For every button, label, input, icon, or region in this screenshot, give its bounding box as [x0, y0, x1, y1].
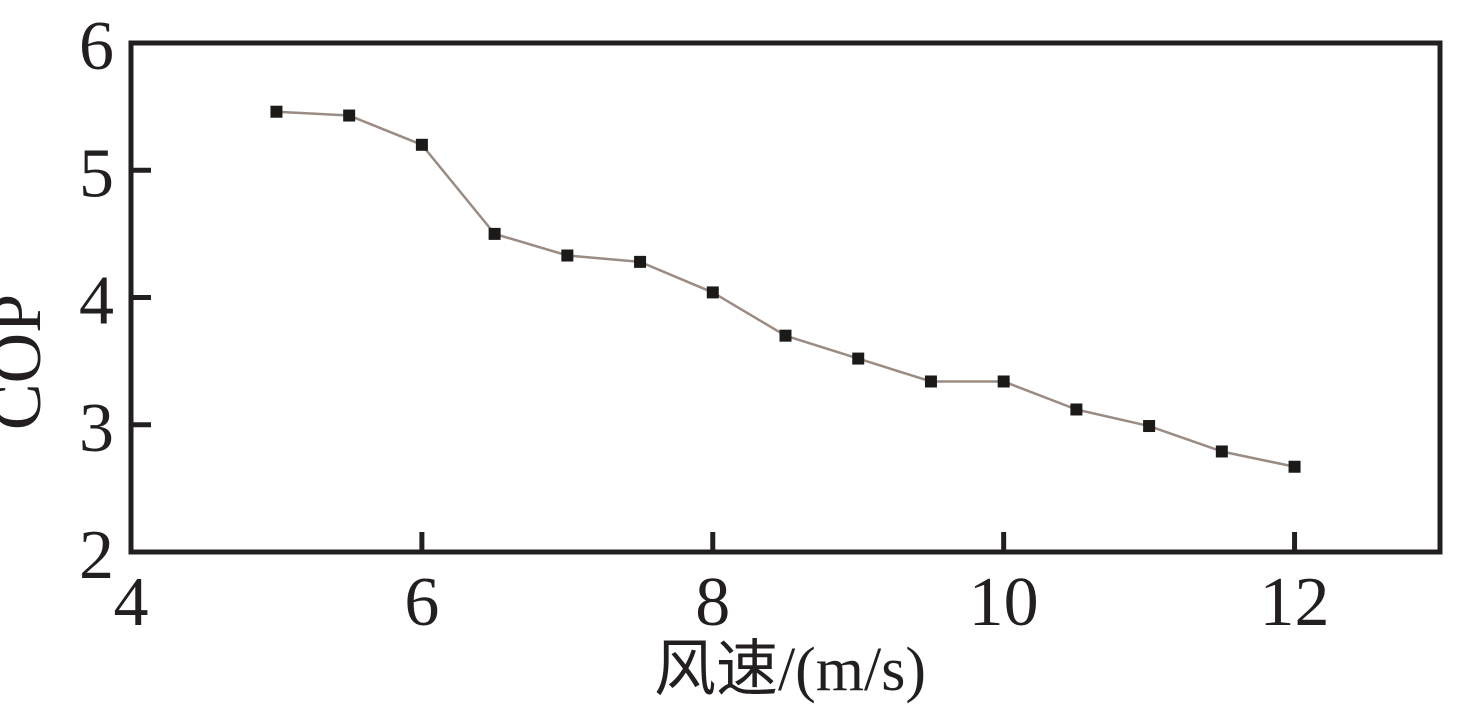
x-tick-label: 8: [695, 564, 730, 641]
y-tick-label: 2: [79, 517, 114, 594]
x-tick-label: 12: [1260, 564, 1330, 641]
data-point-marker: [561, 249, 574, 262]
data-point-marker: [1215, 445, 1228, 458]
y-tick-label: 5: [79, 135, 114, 212]
plot-frame: [128, 40, 1443, 555]
data-point-marker: [997, 375, 1010, 388]
data-point-marker: [1143, 420, 1156, 433]
data-point-marker: [270, 105, 283, 118]
data-series: [270, 105, 1301, 473]
data-point-marker: [415, 138, 428, 151]
data-point-marker: [924, 375, 937, 388]
y-axis-title: COP: [0, 294, 56, 430]
data-point-marker: [1288, 460, 1301, 473]
y-tick-label: 4: [79, 263, 114, 340]
data-point-marker: [1070, 403, 1083, 416]
x-tick-label: 10: [969, 564, 1039, 641]
data-point-marker: [852, 352, 865, 365]
data-point-marker: [706, 286, 719, 299]
y-tick-label: 3: [79, 390, 114, 467]
y-tick-label: 6: [79, 8, 114, 85]
data-point-marker: [488, 227, 501, 240]
x-axis-title: 风速/(m/s): [654, 636, 926, 704]
axis-tick-labels: 4 6 8 10 12 2 3 4 5 6: [79, 8, 1330, 641]
x-tick-label: 6: [404, 564, 439, 641]
axis-ticks: [131, 167, 1298, 552]
data-point-marker: [779, 329, 792, 342]
series-line: [276, 110, 1295, 468]
x-tick-label: 4: [114, 564, 149, 641]
data-point-marker: [634, 255, 647, 268]
data-point-marker: [343, 109, 356, 122]
